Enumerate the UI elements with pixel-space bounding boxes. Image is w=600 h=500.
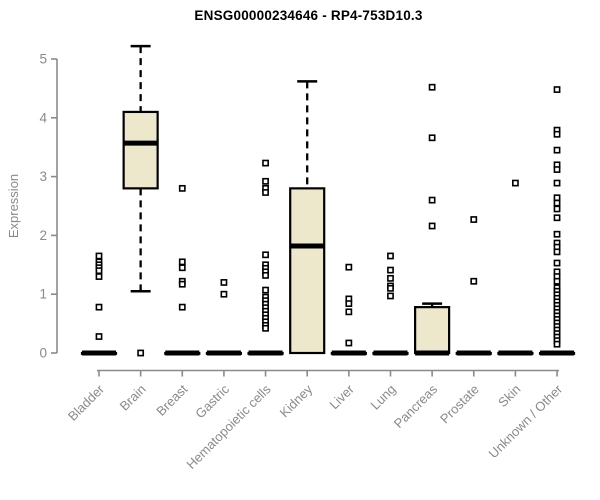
outlier-point	[95, 252, 103, 260]
y-tick-label: 0	[39, 346, 47, 361]
boxplot-brain	[122, 44, 159, 357]
outlier-point	[387, 284, 394, 292]
boxplot-unknown-other	[538, 86, 576, 356]
outlier-point	[553, 166, 561, 173]
x-tick-label: Breast	[153, 381, 190, 418]
box	[289, 187, 326, 355]
x-tick-label: Pancreas	[391, 381, 441, 431]
x-tick-label: Lung	[368, 382, 399, 413]
outlier-point	[387, 252, 394, 260]
outlier-point	[553, 230, 561, 238]
outlier-point	[95, 267, 103, 275]
x-tick-label: Gastric	[192, 381, 232, 421]
y-tick-label: 2	[39, 228, 47, 243]
outlier-point	[428, 83, 436, 91]
outlier-point	[387, 266, 394, 274]
outlier-point	[345, 339, 353, 347]
outlier-point	[553, 146, 561, 154]
outlier-point	[553, 86, 561, 93]
outlier-point	[262, 324, 269, 332]
outlier-point	[95, 303, 103, 311]
outlier-point	[553, 277, 561, 285]
outlier-point	[220, 279, 228, 286]
x-tick-label: Kidney	[277, 381, 316, 420]
boxplot-pancreas	[414, 83, 451, 356]
boxplot-hematopoietic-cells	[247, 159, 284, 356]
outlier-point	[178, 264, 186, 272]
outlier-point	[178, 258, 186, 266]
boxplot-gastric	[205, 279, 243, 356]
outlier-point	[553, 248, 561, 256]
outlier-point	[345, 308, 353, 316]
x-tick-label: Prostate	[437, 382, 482, 427]
boxplot-bladder	[80, 252, 118, 356]
x-tick-label: Bladder	[65, 381, 108, 424]
boxplot-kidney	[289, 80, 326, 355]
y-tick-label: 3	[39, 169, 47, 184]
outlier-point	[220, 290, 228, 298]
outlier-point	[511, 179, 519, 187]
outlier-point	[387, 292, 394, 300]
outlier-point	[345, 263, 353, 271]
x-tick-label: Brain	[117, 382, 149, 414]
outlier-point	[553, 130, 561, 138]
outlier-point	[178, 280, 186, 288]
outlier-point	[553, 199, 561, 207]
outlier-point	[428, 134, 436, 142]
outlier-point	[262, 159, 269, 167]
outlier-point	[470, 277, 478, 285]
outlier-point	[553, 205, 561, 213]
box	[122, 110, 159, 190]
box	[414, 306, 451, 355]
boxplot-liver	[330, 263, 367, 356]
outlier-point	[345, 300, 353, 308]
outlier-point	[178, 184, 186, 192]
y-tick-label: 1	[39, 287, 47, 302]
outlier-point	[95, 273, 103, 280]
boxplot-skin	[497, 179, 534, 356]
chart-title: ENSG00000234646 - RP4-753D10.3	[194, 8, 423, 23]
outlier-point	[262, 251, 269, 259]
outlier-point	[262, 177, 269, 185]
y-tick-label: 4	[39, 110, 47, 125]
outlier-point	[262, 286, 269, 294]
outlier-point	[428, 222, 436, 230]
outlier-point	[553, 214, 561, 222]
outlier-point	[553, 179, 561, 187]
outlier-point	[428, 196, 436, 204]
outlier-point	[262, 271, 269, 279]
y-tick-label: 5	[39, 52, 47, 67]
boxplot-prostate	[455, 216, 492, 356]
outlier-point	[553, 340, 561, 348]
outlier-point	[262, 189, 269, 196]
x-tick-label: Skin	[495, 382, 523, 410]
outlier-point	[137, 349, 145, 357]
boxplot-breast	[164, 184, 201, 356]
outlier-point	[95, 333, 103, 340]
x-tick-label: Liver	[326, 381, 357, 412]
outlier-point	[553, 194, 561, 202]
outlier-point	[470, 216, 478, 223]
y-axis-title: Expression	[6, 174, 21, 238]
outlier-point	[178, 303, 186, 311]
x-tick-label: Unknown / Other	[486, 381, 566, 461]
outlier-point	[387, 274, 394, 282]
outlier-point	[553, 259, 561, 267]
boxplot-lung	[372, 252, 409, 356]
